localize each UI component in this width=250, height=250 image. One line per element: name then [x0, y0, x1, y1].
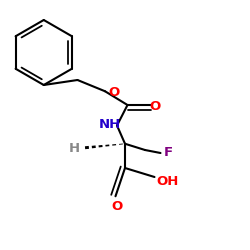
Text: NH: NH: [98, 118, 120, 132]
Text: F: F: [164, 146, 172, 160]
Text: H: H: [69, 142, 80, 154]
Text: O: O: [150, 100, 160, 113]
Text: O: O: [112, 200, 122, 213]
Text: OH: OH: [157, 175, 179, 188]
Text: O: O: [108, 86, 120, 100]
